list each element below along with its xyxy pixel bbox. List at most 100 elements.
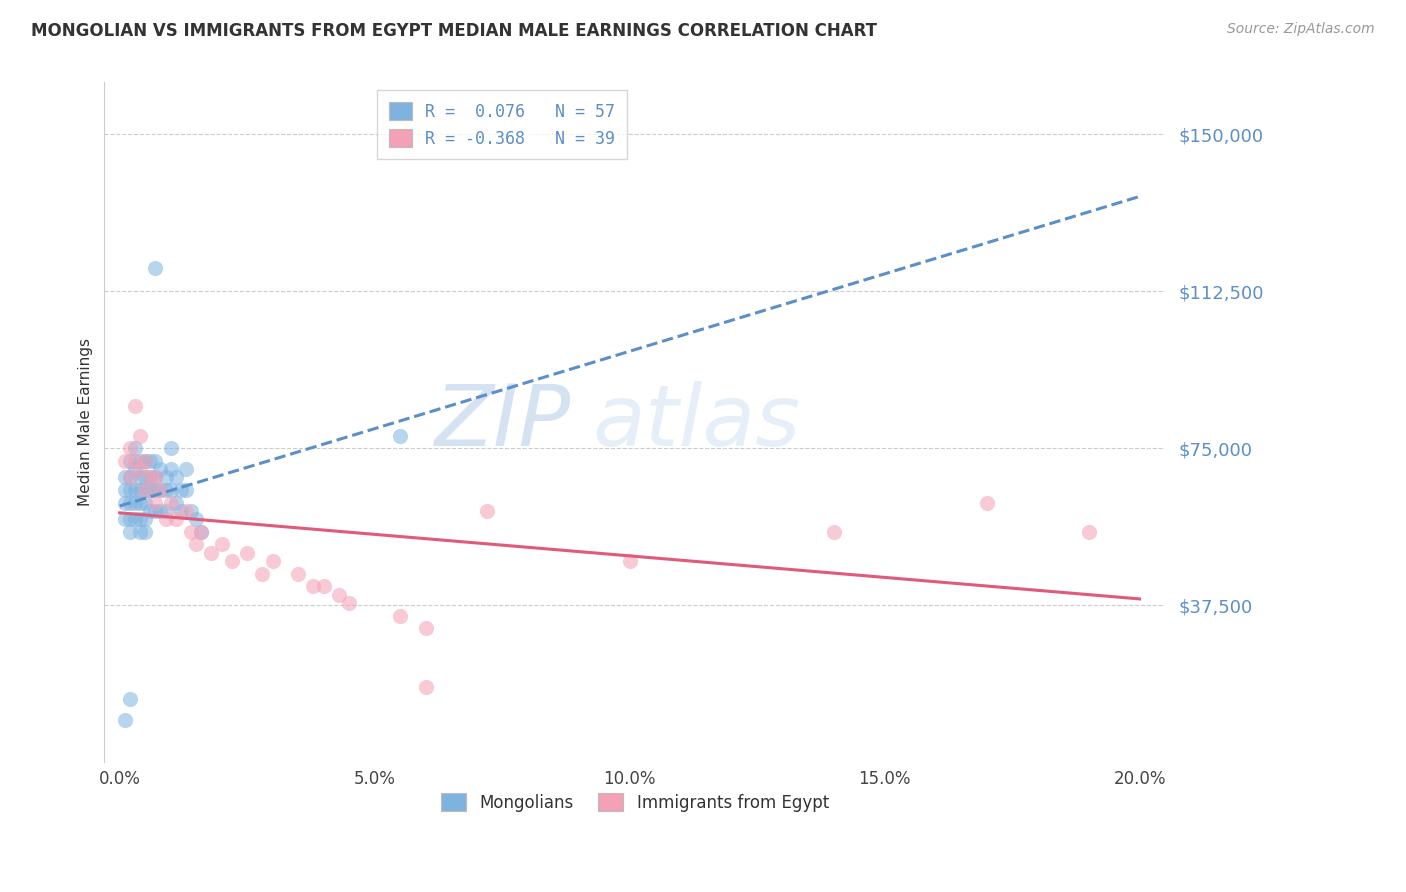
Point: [186, 537, 208, 551]
Text: ZIP: ZIP: [434, 381, 571, 464]
Point: [114, 713, 136, 727]
Point: [174, 504, 197, 518]
Point: [124, 495, 146, 509]
Point: [129, 483, 152, 497]
Point: [190, 524, 212, 539]
Point: [190, 524, 212, 539]
Point: [145, 261, 167, 276]
Point: [118, 454, 141, 468]
Point: [139, 504, 162, 518]
Point: [129, 470, 152, 484]
Point: [155, 512, 177, 526]
Point: [124, 512, 146, 526]
Point: [159, 441, 181, 455]
Point: [134, 454, 156, 468]
Point: [389, 428, 412, 442]
Point: [619, 554, 641, 568]
Point: [159, 462, 181, 476]
Point: [134, 495, 156, 509]
Point: [165, 512, 187, 526]
Point: [252, 566, 274, 581]
Point: [145, 454, 167, 468]
Point: [155, 483, 177, 497]
Point: [134, 483, 156, 497]
Point: [129, 524, 152, 539]
Point: [155, 504, 177, 518]
Point: [134, 524, 156, 539]
Point: [236, 546, 259, 560]
Point: [337, 596, 360, 610]
Point: [114, 483, 136, 497]
Point: [118, 524, 141, 539]
Point: [118, 441, 141, 455]
Point: [124, 462, 146, 476]
Y-axis label: Median Male Earnings: Median Male Earnings: [79, 338, 93, 506]
Point: [165, 495, 187, 509]
Point: [129, 512, 152, 526]
Point: [118, 512, 141, 526]
Point: [159, 483, 181, 497]
Point: [389, 608, 412, 623]
Point: [129, 462, 152, 476]
Point: [170, 504, 193, 518]
Point: [118, 483, 141, 497]
Point: [139, 470, 162, 484]
Point: [415, 621, 437, 635]
Point: [134, 470, 156, 484]
Point: [124, 483, 146, 497]
Point: [180, 524, 202, 539]
Point: [155, 470, 177, 484]
Point: [149, 483, 172, 497]
Point: [118, 470, 141, 484]
Point: [139, 483, 162, 497]
Point: [124, 441, 146, 455]
Point: [145, 470, 167, 484]
Point: [221, 554, 243, 568]
Point: [139, 470, 162, 484]
Point: [129, 428, 152, 442]
Text: atlas: atlas: [592, 381, 800, 464]
Point: [149, 462, 172, 476]
Point: [165, 470, 187, 484]
Point: [287, 566, 309, 581]
Point: [118, 495, 141, 509]
Point: [149, 483, 172, 497]
Point: [124, 399, 146, 413]
Point: [475, 504, 498, 518]
Point: [211, 537, 233, 551]
Point: [118, 692, 141, 706]
Point: [976, 495, 998, 509]
Point: [174, 462, 197, 476]
Point: [415, 680, 437, 694]
Point: [114, 495, 136, 509]
Point: [262, 554, 284, 568]
Point: [180, 504, 202, 518]
Point: [118, 470, 141, 484]
Point: [145, 483, 167, 497]
Point: [149, 504, 172, 518]
Point: [134, 454, 156, 468]
Point: [159, 495, 181, 509]
Point: [134, 483, 156, 497]
Point: [186, 512, 208, 526]
Text: MONGOLIAN VS IMMIGRANTS FROM EGYPT MEDIAN MALE EARNINGS CORRELATION CHART: MONGOLIAN VS IMMIGRANTS FROM EGYPT MEDIA…: [31, 22, 877, 40]
Point: [129, 454, 152, 468]
Point: [145, 495, 167, 509]
Point: [114, 454, 136, 468]
Point: [312, 579, 335, 593]
Text: Source: ZipAtlas.com: Source: ZipAtlas.com: [1227, 22, 1375, 37]
Point: [170, 483, 193, 497]
Point: [823, 524, 845, 539]
Point: [1077, 524, 1099, 539]
Point: [124, 454, 146, 468]
Legend: Mongolians, Immigrants from Egypt: Mongolians, Immigrants from Egypt: [434, 787, 835, 818]
Point: [174, 483, 197, 497]
Point: [134, 512, 156, 526]
Point: [139, 454, 162, 468]
Point: [145, 504, 167, 518]
Point: [302, 579, 325, 593]
Point: [114, 512, 136, 526]
Point: [129, 495, 152, 509]
Point: [114, 470, 136, 484]
Point: [200, 546, 222, 560]
